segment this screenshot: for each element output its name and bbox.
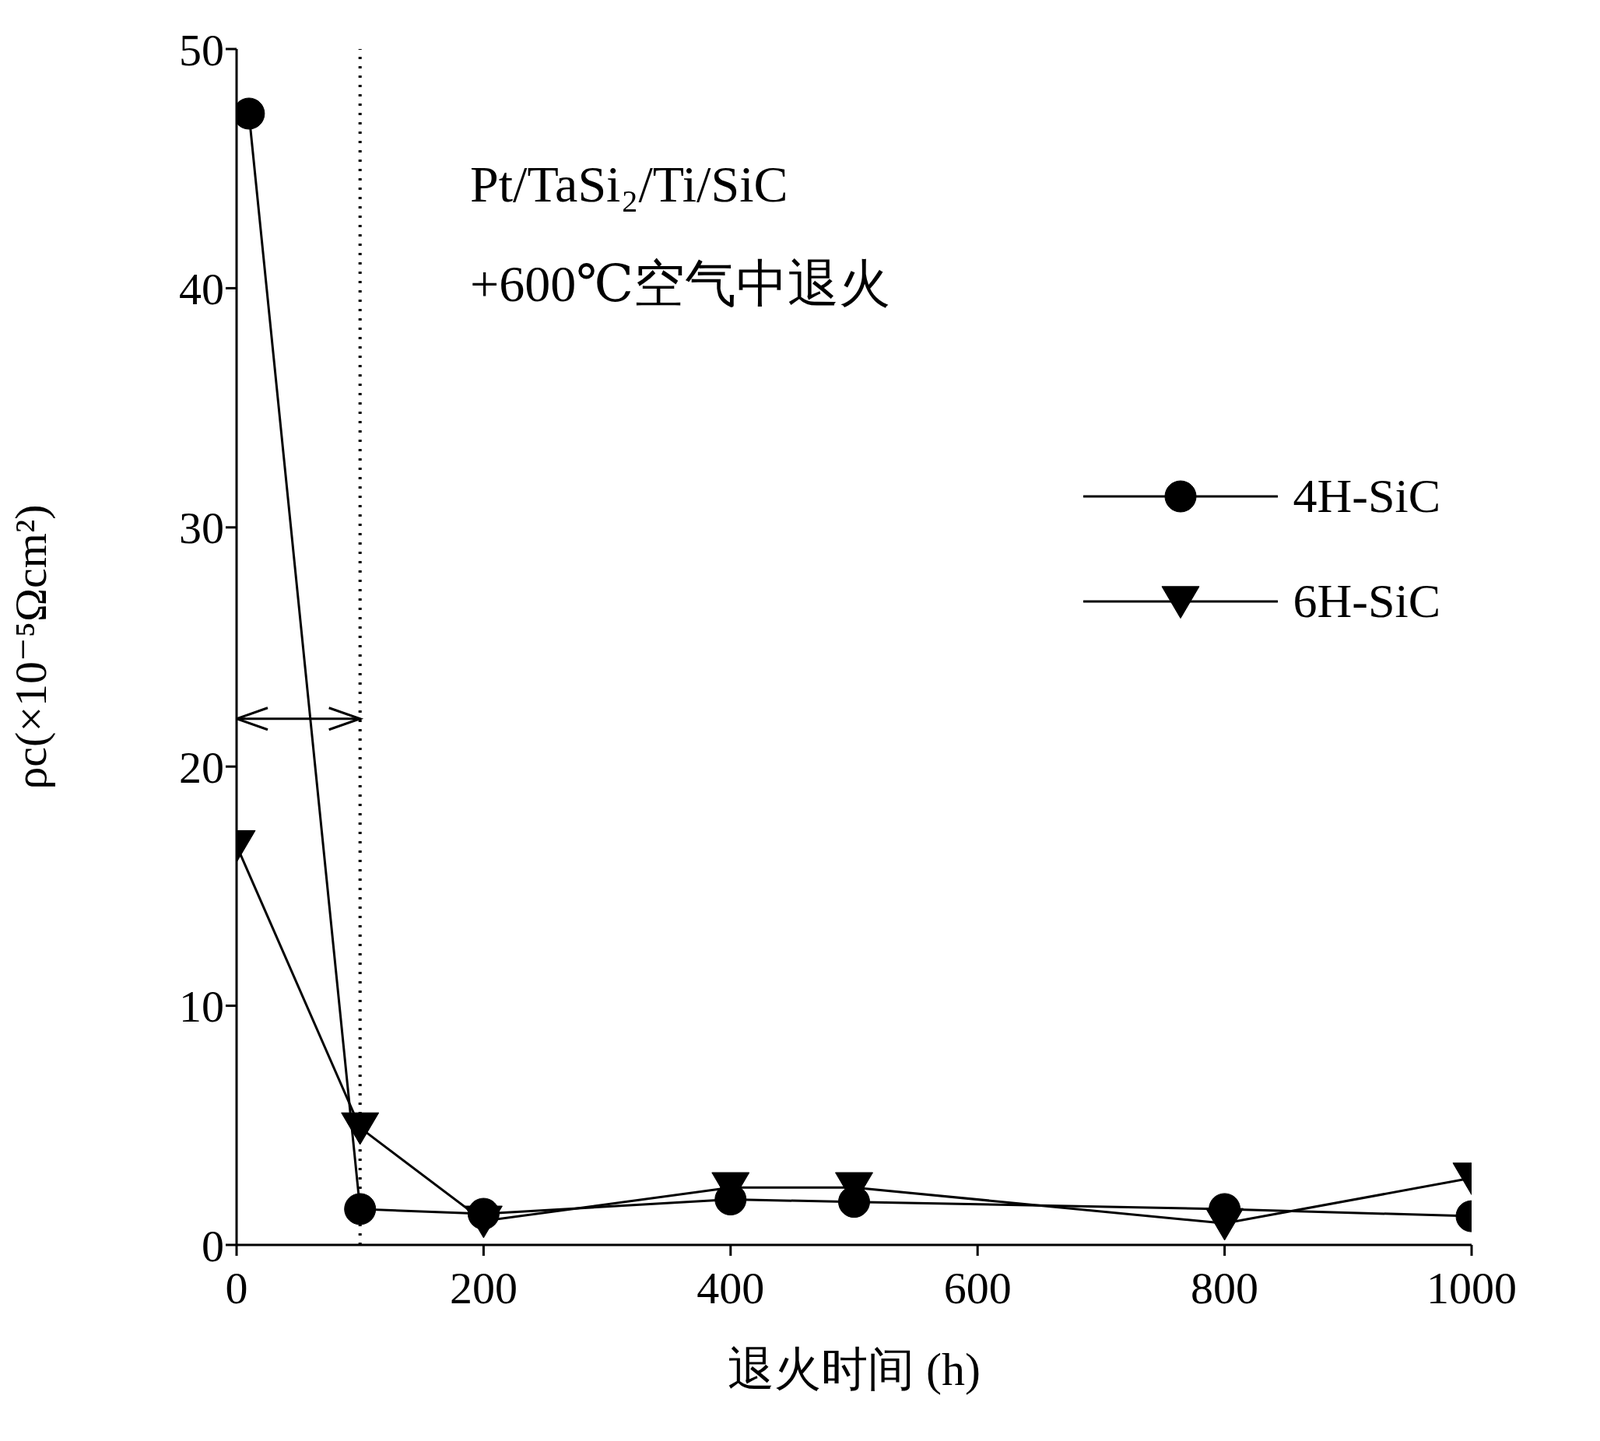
svg-text:600: 600: [943, 1263, 1012, 1314]
html-text:6H-SiC: 6H-SiC: [1292, 574, 1441, 628]
svg-text:50: 50: [178, 24, 225, 76]
svg-text:400: 400: [696, 1263, 765, 1314]
svg-text:0: 0: [225, 1263, 249, 1314]
html-text:Pt/TaSi₂/Ti/SiC: Pt/TaSi₂/Ti/SiC: [470, 155, 788, 213]
svg-text:退火时间 (h): 退火时间 (h): [727, 1343, 981, 1396]
html-text:+600℃空气中退火: +600℃空气中退火: [470, 255, 891, 313]
svg-text:10: 10: [178, 981, 225, 1032]
svg-text:800: 800: [1190, 1263, 1259, 1314]
svg-text:ρc(×10⁻⁵Ωcm²): ρc(×10⁻⁵Ωcm²): [6, 504, 57, 790]
svg-text:1000: 1000: [1426, 1263, 1517, 1314]
html-text:4H-SiC: 4H-SiC: [1292, 469, 1441, 523]
svg-text:20: 20: [178, 742, 225, 793]
svg-text:0: 0: [201, 1221, 225, 1272]
svg-text:200: 200: [449, 1263, 518, 1314]
svg-text:30: 30: [178, 502, 225, 554]
svg-text:40: 40: [178, 263, 225, 315]
